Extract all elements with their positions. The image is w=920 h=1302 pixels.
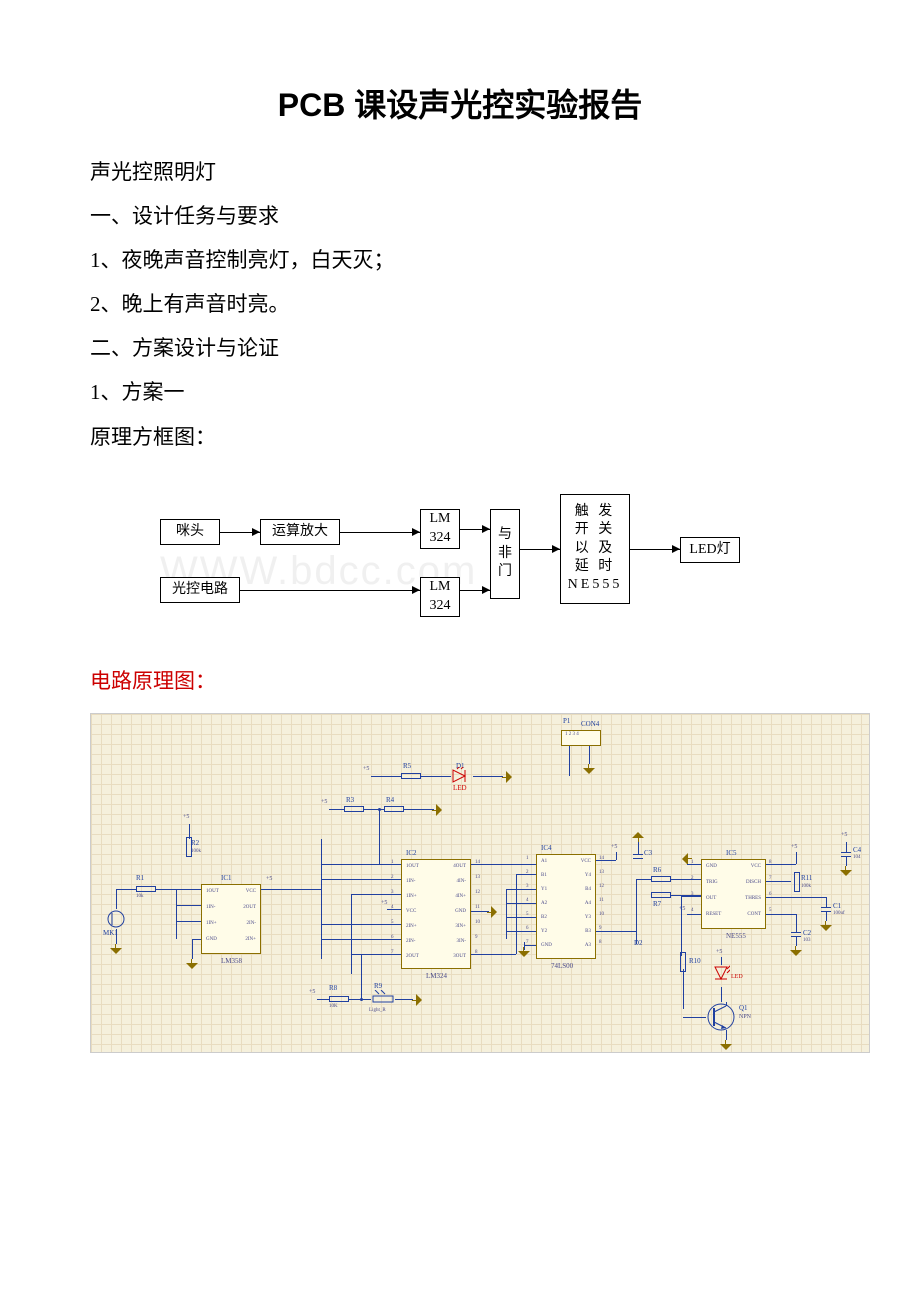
bd-ne555: 触 发 开 关 以 及 延 时 NE555 — [560, 494, 630, 604]
bd-nand: 与 非 门 — [490, 509, 520, 599]
block-diagram: WWW.bdcc.com 咪头 运算放大 光控电路 LM 324 LM 324 … — [140, 489, 780, 639]
r11 — [794, 872, 800, 892]
circuit-schematic: CON4 1 2 3 4 P1 +5 R5 D1 LED MK1 R1 10k … — [90, 713, 870, 1053]
r1 — [136, 886, 156, 892]
ic4-74ls00: A1 B1 Y1 A2 B2 Y2 GND VCC Y4 B4 A4 Y3 B3… — [536, 854, 596, 959]
r4 — [384, 806, 404, 812]
heading-2: 二、方案设计与论证 — [90, 326, 830, 370]
bd-light: 光控电路 — [160, 577, 240, 603]
transistor-icon — [706, 1002, 736, 1032]
r5 — [401, 773, 421, 779]
bd-led: LED灯 — [680, 537, 740, 563]
heading-1: 一、设计任务与要求 — [90, 194, 830, 238]
schematic-label: 电路原理图： — [90, 659, 830, 703]
page-title: PCB 课设声光控实验报告 — [90, 80, 830, 126]
scheme-1: 1、方案一 — [90, 370, 830, 414]
bd-mic: 咪头 — [160, 519, 220, 545]
ldr-icon — [371, 990, 395, 1008]
r8 — [329, 996, 349, 1002]
con4-label: CON4 — [581, 720, 599, 728]
bd-lm324b: LM 324 — [420, 577, 460, 617]
ic5-ne555: GND TRIG OUT RESET VCC DISCH THRES CONT — [701, 859, 766, 929]
req-1: 1、夜晚声音控制亮灯，白天灭； — [90, 238, 830, 282]
req-2: 2、晚上有声音时亮。 — [90, 282, 830, 326]
ic2-lm324: 1OUT 1IN- 1IN+ VCC 2IN+ 2IN- 2OUT 4OUT 4… — [401, 859, 471, 969]
ic1-lm358: 1OUT 1IN- 1IN+ GND VCC 2OUT 2IN- 2IN+ — [201, 884, 261, 954]
bd-amp: 运算放大 — [260, 519, 340, 545]
mic-icon — [106, 909, 126, 929]
bd-lm324a: LM 324 — [420, 509, 460, 549]
r3 — [344, 806, 364, 812]
block-diagram-label: 原理方框图： — [90, 415, 830, 459]
text-line-1: 声光控照明灯 — [90, 150, 830, 194]
